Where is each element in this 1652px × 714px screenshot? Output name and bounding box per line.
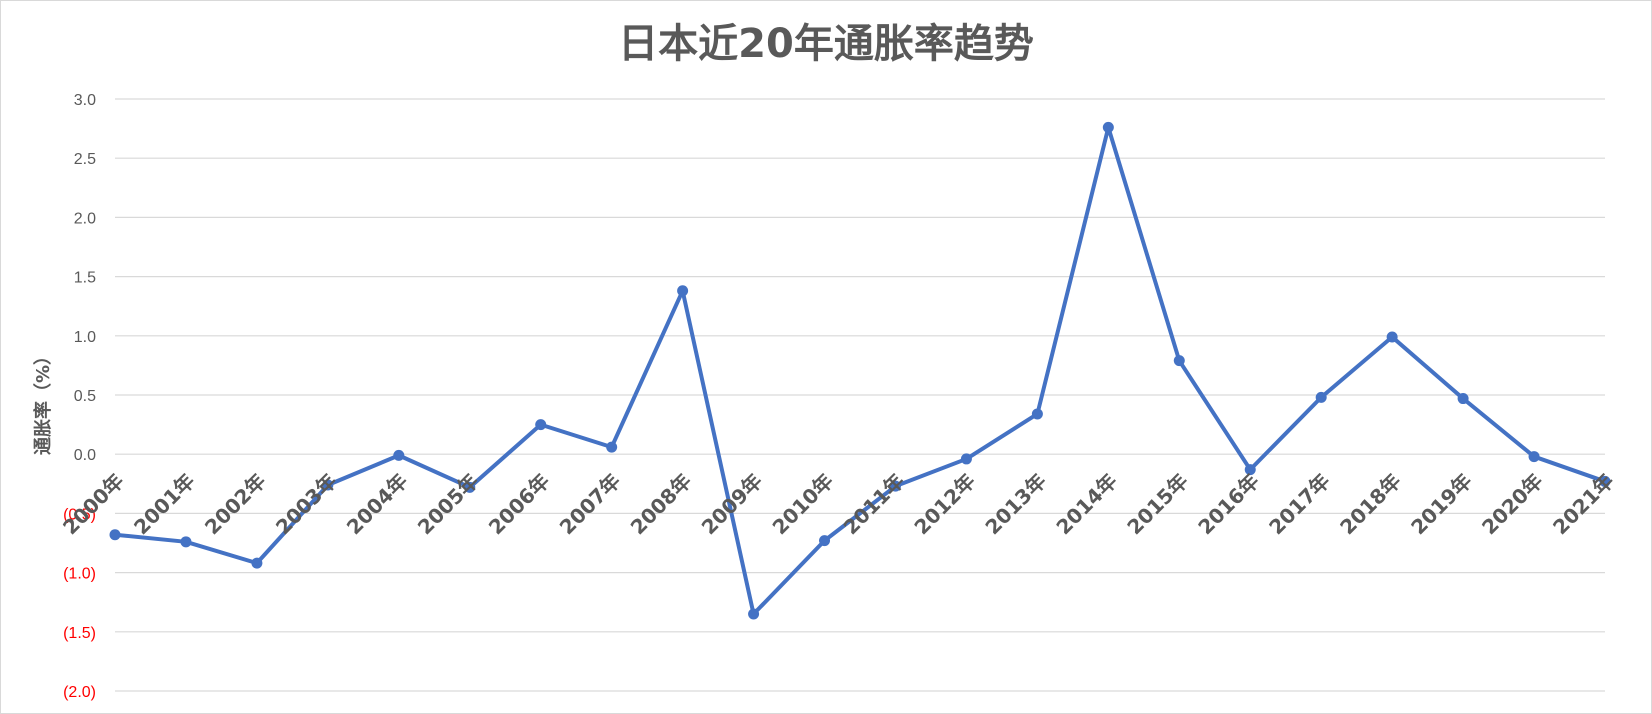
y-tick-label: 2.5 (74, 151, 96, 168)
y-tick-label: (2.0) (63, 684, 96, 701)
x-tick-label: 2010年 (768, 469, 838, 539)
x-tick-label: 2018年 (1335, 469, 1405, 539)
series-line (113, 125, 1607, 617)
y-tick-label: 3.0 (74, 92, 96, 109)
y-tick-label: 2.0 (74, 210, 96, 227)
chart-title: 日本近20年通胀率趋势 (618, 21, 1034, 67)
y-axis-title: 通胀率（%） (32, 347, 54, 455)
x-tick-label: 2016年 (1193, 469, 1263, 539)
data-point (748, 608, 760, 620)
x-tick-label: 2002年 (200, 469, 270, 539)
data-point (606, 441, 618, 453)
x-tick-label: 2006年 (484, 469, 554, 539)
x-tick-label: 2014年 (1051, 469, 1121, 539)
x-tick-label: 2021年 (1548, 469, 1618, 539)
series-layer (109, 121, 1611, 620)
data-point (1386, 331, 1398, 343)
data-point (889, 480, 901, 492)
y-axis-ticks: 3.0 2.5 2.0 1.5 1.0 0.5 0.0 (0.5) (1.0) (1.5) (2.0… (63, 92, 96, 701)
data-point (1315, 391, 1327, 403)
y-tick-label: 1.0 (74, 329, 96, 346)
y-tick-label: (0.5) (63, 506, 96, 523)
grid-layer (115, 98, 1605, 692)
x-tick-label: 2017年 (1264, 469, 1334, 539)
data-point (819, 535, 831, 547)
y-tick-label: 0.5 (74, 388, 96, 405)
x-tick-label: 2011年 (839, 469, 909, 539)
data-point (393, 449, 405, 461)
x-tick-label: 2001年 (129, 469, 199, 539)
y-tick-label: (1.0) (63, 566, 96, 583)
x-tick-label: 2020年 (1477, 469, 1547, 539)
x-tick-label: 2015年 (1122, 469, 1192, 539)
data-point (322, 479, 334, 491)
data-point (1173, 355, 1185, 367)
y-tick-label: 0.0 (74, 447, 96, 464)
data-point (109, 529, 121, 541)
data-point (1244, 464, 1256, 476)
data-point (1457, 393, 1469, 405)
y-tick-label: 1.5 (74, 270, 96, 287)
data-point (1528, 451, 1540, 463)
data-point (180, 536, 192, 548)
data-point (1031, 408, 1043, 420)
data-point (1102, 121, 1114, 133)
x-tick-label: 2007年 (555, 469, 625, 539)
data-point (1599, 475, 1611, 487)
x-tick-label: 2004年 (342, 469, 412, 539)
x-tick-label: 2003年 (271, 469, 341, 539)
data-point (960, 453, 972, 465)
x-tick-label: 2009年 (697, 469, 767, 539)
x-tick-label: 2019年 (1406, 469, 1476, 539)
x-tick-label: 2000年 (58, 469, 128, 539)
data-point (464, 481, 476, 493)
x-tick-label: 2012年 (909, 469, 979, 539)
data-point (251, 557, 263, 569)
data-point (535, 419, 547, 431)
y-tick-label: (1.5) (63, 625, 96, 642)
x-tick-label: 2013年 (980, 469, 1050, 539)
data-point (677, 285, 689, 297)
x-tick-label: 2008年 (626, 469, 696, 539)
